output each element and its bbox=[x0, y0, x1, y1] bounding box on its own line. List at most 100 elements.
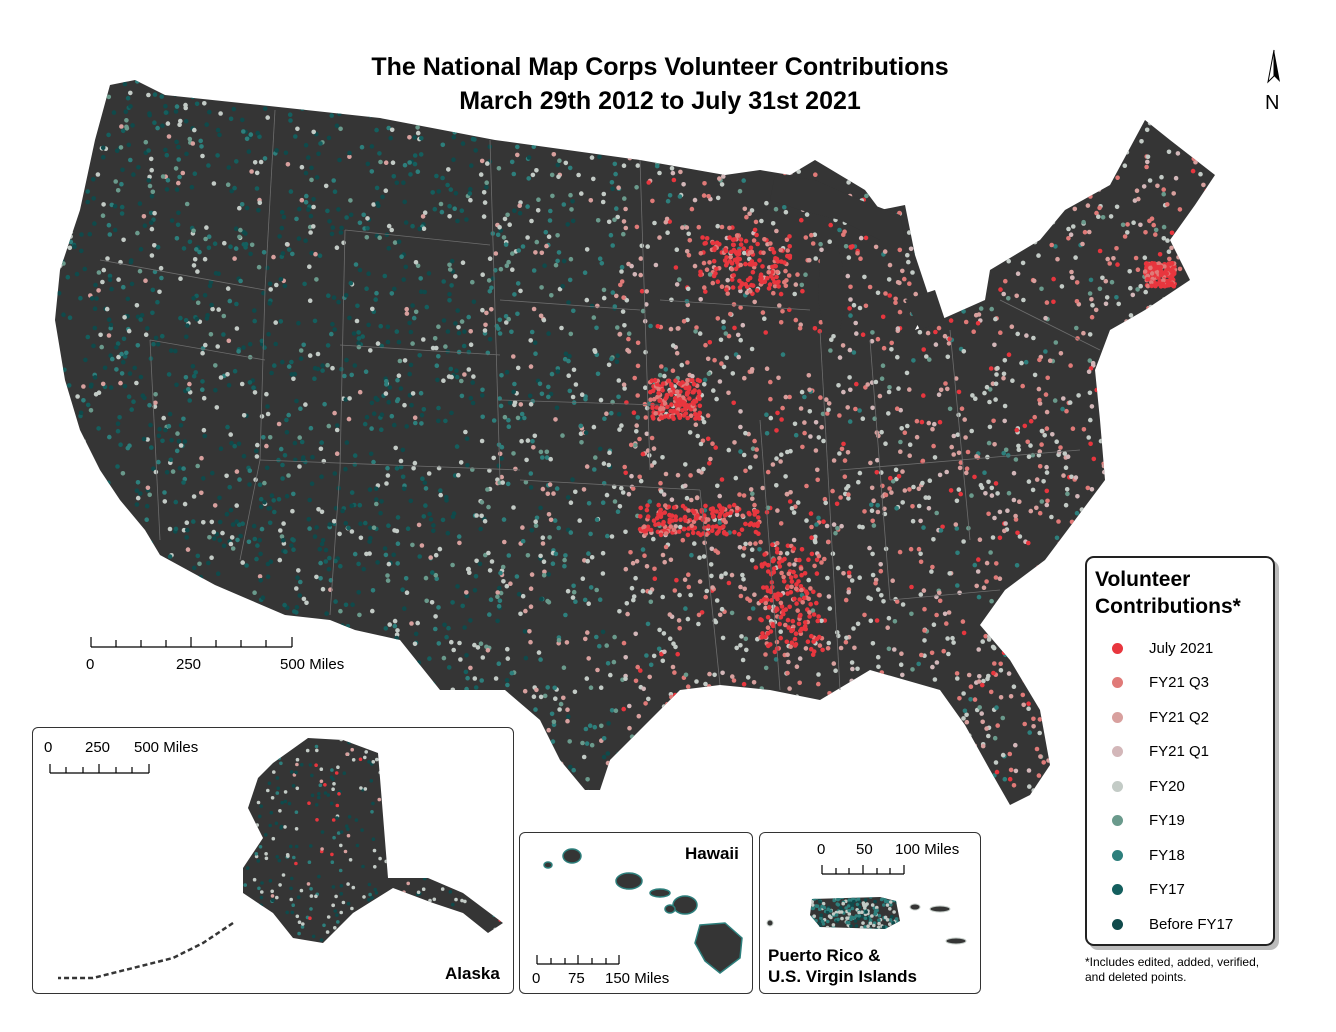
contribution-point bbox=[570, 218, 576, 224]
contribution-point bbox=[586, 501, 592, 506]
contribution-point bbox=[886, 615, 892, 621]
contribution-point bbox=[1165, 463, 1170, 469]
contribution-point bbox=[249, 169, 254, 174]
contribution-point bbox=[1104, 380, 1110, 385]
contribution-point bbox=[643, 701, 648, 706]
contribution-point bbox=[810, 608, 816, 613]
contribution-point bbox=[738, 643, 743, 648]
contribution-point bbox=[264, 265, 270, 271]
contribution-point bbox=[1125, 222, 1130, 227]
contribution-point bbox=[738, 305, 743, 310]
contribution-point bbox=[521, 778, 527, 783]
contribution-point bbox=[663, 544, 669, 550]
contribution-point bbox=[262, 706, 268, 712]
contribution-point bbox=[281, 538, 286, 543]
contribution-point bbox=[887, 486, 892, 491]
contribution-point bbox=[163, 147, 168, 153]
contribution-point bbox=[469, 163, 474, 168]
contribution-point bbox=[251, 385, 256, 391]
contribution-point bbox=[791, 767, 797, 773]
contribution-point bbox=[999, 128, 1004, 133]
contribution-point bbox=[1161, 420, 1167, 426]
contribution-point bbox=[332, 189, 338, 194]
contribution-point bbox=[234, 503, 239, 508]
contribution-point bbox=[1001, 371, 1007, 377]
contribution-point bbox=[289, 359, 294, 365]
contribution-point bbox=[1088, 441, 1093, 447]
contribution-point bbox=[986, 479, 991, 485]
contribution-point bbox=[484, 310, 489, 316]
contribution-point bbox=[855, 251, 860, 256]
contribution-point bbox=[693, 716, 699, 722]
contribution-point bbox=[546, 331, 551, 336]
contribution-point bbox=[374, 127, 379, 133]
contribution-point bbox=[135, 80, 140, 84]
contribution-point bbox=[258, 578, 264, 583]
contribution-point bbox=[410, 391, 416, 396]
contribution-point bbox=[431, 709, 436, 714]
contribution-point bbox=[504, 583, 510, 589]
contribution-point bbox=[975, 320, 981, 326]
contribution-point bbox=[725, 705, 730, 711]
contribution-point bbox=[515, 365, 521, 371]
contribution-point bbox=[1002, 358, 1008, 363]
contribution-point bbox=[613, 784, 618, 790]
contribution-point bbox=[670, 664, 676, 670]
contribution-point bbox=[70, 466, 75, 472]
contribution-point bbox=[753, 454, 758, 459]
contribution-point bbox=[438, 201, 444, 207]
contribution-point bbox=[930, 426, 935, 432]
contribution-point bbox=[957, 465, 963, 471]
contribution-point bbox=[443, 418, 448, 424]
contribution-point bbox=[97, 571, 103, 577]
contribution-point bbox=[772, 126, 778, 132]
contribution-point bbox=[908, 194, 914, 200]
contribution-point bbox=[232, 80, 238, 85]
contribution-point bbox=[604, 643, 609, 648]
contribution-point bbox=[394, 466, 400, 471]
contribution-point bbox=[692, 707, 697, 712]
contribution-point bbox=[482, 518, 488, 524]
contribution-point bbox=[907, 453, 912, 459]
contribution-point bbox=[180, 170, 186, 176]
contribution-point bbox=[822, 618, 828, 623]
contribution-point bbox=[1136, 347, 1141, 353]
contribution-point bbox=[456, 472, 461, 478]
contribution-point bbox=[479, 678, 485, 683]
contribution-point bbox=[696, 146, 701, 151]
contribution-point bbox=[114, 604, 119, 610]
contribution-point bbox=[536, 118, 542, 124]
contribution-point bbox=[775, 118, 780, 123]
contribution-point bbox=[1015, 271, 1021, 277]
contribution-point bbox=[348, 212, 354, 218]
contribution-point bbox=[173, 92, 178, 97]
contribution-point bbox=[612, 161, 618, 167]
contribution-point bbox=[283, 101, 289, 106]
contribution-point bbox=[74, 715, 79, 720]
contribution-point bbox=[395, 377, 400, 383]
contribution-point bbox=[497, 598, 503, 603]
contribution-point bbox=[1046, 574, 1051, 579]
contribution-point bbox=[774, 428, 779, 433]
contribution-point bbox=[742, 206, 748, 212]
contribution-point bbox=[622, 386, 627, 391]
contribution-point bbox=[914, 250, 919, 255]
contribution-point bbox=[544, 449, 550, 455]
contribution-point bbox=[725, 277, 730, 283]
contribution-point bbox=[1182, 524, 1187, 530]
contribution-point bbox=[197, 249, 202, 255]
contribution-point bbox=[910, 706, 915, 711]
contribution-point bbox=[507, 222, 512, 227]
contribution-point bbox=[619, 279, 625, 284]
contribution-point bbox=[873, 379, 879, 385]
contribution-point bbox=[1072, 626, 1077, 632]
contribution-point bbox=[328, 696, 334, 702]
contribution-point bbox=[570, 123, 576, 128]
contribution-point bbox=[1054, 439, 1059, 445]
contribution-point bbox=[840, 343, 846, 348]
contribution-point bbox=[410, 542, 415, 548]
contribution-point bbox=[812, 538, 818, 544]
contribution-point bbox=[147, 402, 152, 408]
contribution-point bbox=[309, 481, 315, 487]
contribution-point bbox=[674, 577, 679, 583]
